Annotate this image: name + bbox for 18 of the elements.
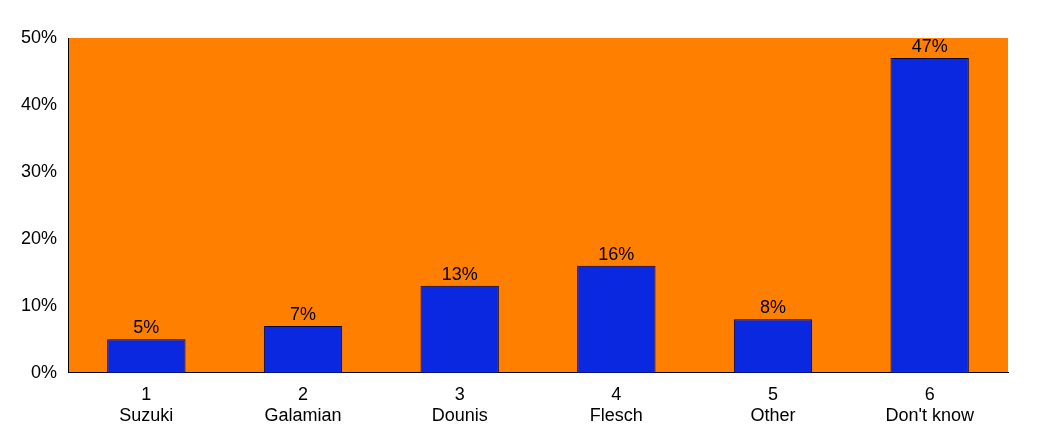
data-label: 7% [290,303,317,324]
x-tick-label: 5 Other [750,383,796,426]
data-label: 16% [598,243,635,264]
x-tick-label: 6 Don't know [885,383,975,426]
data-label: 8% [760,297,787,318]
x-tick-label: 4 Flesch [589,383,643,426]
y-tick-label: 10% [21,294,58,315]
y-tick-label: 0% [31,361,58,382]
x-tick-label: 2 Galamian [264,383,342,426]
y-tick-label: 50% [21,26,58,47]
data-label: 5% [133,317,160,338]
x-tick-label: 3 Dounis [431,383,488,426]
data-label: 13% [441,263,478,284]
y-tick-label: 40% [21,93,58,114]
data-label: 47% [911,36,948,57]
x-tick-label: 1 Suzuki [119,383,174,426]
y-tick-label: 30% [21,160,58,181]
y-tick-label: 20% [21,227,58,248]
